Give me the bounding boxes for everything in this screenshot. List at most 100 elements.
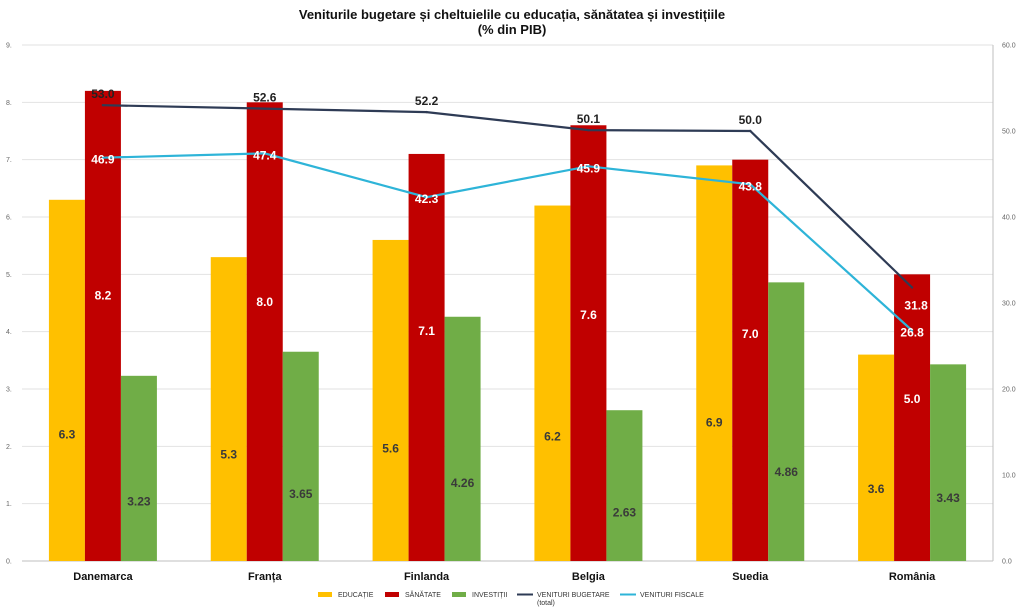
bar-label-2-0: 3.23: [127, 495, 151, 509]
chart-subtitle: (% din PIB): [478, 22, 547, 37]
line-point-0-1: [263, 107, 266, 110]
fiscal-label-4: 43.8: [739, 179, 763, 193]
bar-0-5: [858, 354, 895, 561]
right-tick-label: 30.0: [1002, 301, 1016, 308]
line-series-0: [102, 104, 913, 289]
line-point-1-0: [101, 156, 105, 159]
legend-label-4: VENITURI FISCALE: [640, 592, 704, 599]
left-tick-label: 2.: [6, 444, 12, 451]
fiscal-label-1: 47.4: [253, 148, 277, 162]
bar-1-3: [570, 125, 607, 562]
line-point-1-3: [587, 165, 590, 168]
bar-label-2-1: 3.65: [289, 487, 313, 501]
legend-label-2: INVESTIȚII: [472, 592, 507, 599]
legend-label-3: (total): [537, 600, 555, 607]
budget-label-3: 50.1: [577, 112, 601, 126]
line-series-1: [102, 152, 913, 332]
legend-label-3: VENITURI BUGETARE: [537, 592, 610, 599]
legend-swatch-2: [452, 592, 466, 597]
legend-label-0: EDUCAȚIE: [338, 592, 374, 599]
fiscal-label-5: 26.8: [900, 326, 924, 340]
category-labels: Danemarca Franța Finlanda Belgia Suedia Român…: [73, 571, 936, 583]
budget-label-1: 52.6: [253, 91, 277, 105]
bar-1-1: [246, 102, 283, 561]
bar-1-4: [732, 159, 769, 561]
bar-0-1: [210, 257, 247, 561]
legend-swatch-0: [318, 592, 332, 597]
line-point-1-1: [263, 152, 266, 155]
category-label-2: Finlanda: [404, 571, 450, 583]
bar-label-1-4: 7.0: [742, 327, 759, 341]
bar-label-2-3: 2.63: [613, 506, 637, 520]
bar-label-0-4: 6.9: [706, 416, 723, 430]
budget-label-5: 31.8: [904, 299, 928, 313]
bar-label-2-5: 3.43: [936, 491, 960, 505]
line-point-0-3: [587, 128, 590, 132]
bar-label-1-1: 8.0: [256, 295, 273, 309]
bar-0-0: [48, 199, 85, 562]
left-tick-label: 9.: [6, 43, 12, 50]
fiscal-label-2: 42.3: [415, 192, 439, 206]
bar-1-2: [408, 153, 445, 561]
left-axis: 0. 1. 2. 3. 4. 5. 6. 7. 8. 9.: [6, 43, 12, 566]
bar-label-1-2: 7.1: [418, 324, 435, 338]
right-tick-label: 60.0: [1002, 43, 1016, 50]
fiscal-label-3: 45.9: [577, 161, 601, 175]
line-point-1-2: [425, 196, 428, 199]
right-tick-label: 0.0: [1002, 559, 1012, 566]
bars: [48, 90, 967, 562]
bar-0-2: [372, 239, 409, 561]
data-labels: 6.3 5.3 5.6 6.2 6.9 3.6 8.2 8.0 7.1 7.6 7.0 5.0 3.23…: [59, 87, 961, 520]
left-tick-label: 7.: [6, 157, 12, 164]
left-tick-label: 6.: [6, 215, 12, 222]
fiscal-label-0: 46.9: [91, 153, 115, 167]
category-label-0: Danemarca: [73, 571, 133, 583]
left-tick-label: 8.: [6, 100, 12, 107]
legend: EDUCAȚIE SĂNĂTATE INVESTIȚII VENITURI BUGET…: [318, 590, 704, 607]
left-tick-label: 3.: [6, 387, 12, 394]
bar-label-0-0: 6.3: [59, 428, 76, 442]
right-tick-label: 50.0: [1002, 129, 1016, 136]
bar-2-0: [120, 375, 157, 561]
bar-1-5: [894, 274, 931, 561]
bar-2-2: [444, 316, 481, 561]
left-tick-label: 5.: [6, 272, 12, 279]
bar-label-1-3: 7.6: [580, 308, 597, 322]
category-label-1: Franța: [248, 571, 283, 583]
bar-label-2-2: 4.26: [451, 476, 475, 490]
bar-2-3: [606, 410, 643, 561]
category-label-4: Suedia: [732, 571, 769, 583]
right-tick-label: 10.0: [1002, 473, 1016, 480]
bar-2-5: [930, 364, 967, 561]
bar-1-0: [84, 90, 121, 561]
right-axis: 0.0 10.0 20.0 30.0 40.0 50.0 60.0: [1002, 43, 1016, 566]
left-tick-label: 4.: [6, 329, 12, 336]
line-point-0-4: [749, 129, 752, 133]
right-tick-label: 20.0: [1002, 387, 1016, 394]
bar-label-0-1: 5.3: [220, 448, 237, 462]
right-tick-label: 40.0: [1002, 215, 1016, 222]
bar-label-1-5: 5.0: [904, 392, 921, 406]
left-tick-label: 0.: [6, 559, 12, 566]
left-tick-label: 1.: [6, 501, 12, 508]
budget-label-4: 50.0: [739, 113, 763, 127]
bar-2-4: [768, 282, 805, 561]
category-label-3: Belgia: [572, 571, 606, 583]
budget-label-2: 52.2: [415, 94, 439, 108]
legend-swatch-1: [385, 592, 399, 597]
line-point-0-2: [425, 110, 428, 114]
gridlines: [22, 44, 994, 562]
category-label-5: România: [889, 571, 936, 583]
bar-label-1-0: 8.2: [95, 288, 112, 302]
bar-label-0-3: 6.2: [544, 430, 561, 444]
line-point-0-5: [910, 286, 914, 289]
bar-label-0-5: 3.6: [868, 482, 885, 496]
bar-label-2-4: 4.86: [775, 465, 799, 479]
line-point-0-0: [101, 104, 105, 107]
legend-label-1: SĂNĂTATE: [405, 590, 441, 599]
chart-title: Veniturile bugetare și cheltuielile cu e…: [299, 7, 725, 22]
bar-0-4: [696, 165, 733, 561]
budget-label-0: 53.0: [91, 87, 115, 101]
